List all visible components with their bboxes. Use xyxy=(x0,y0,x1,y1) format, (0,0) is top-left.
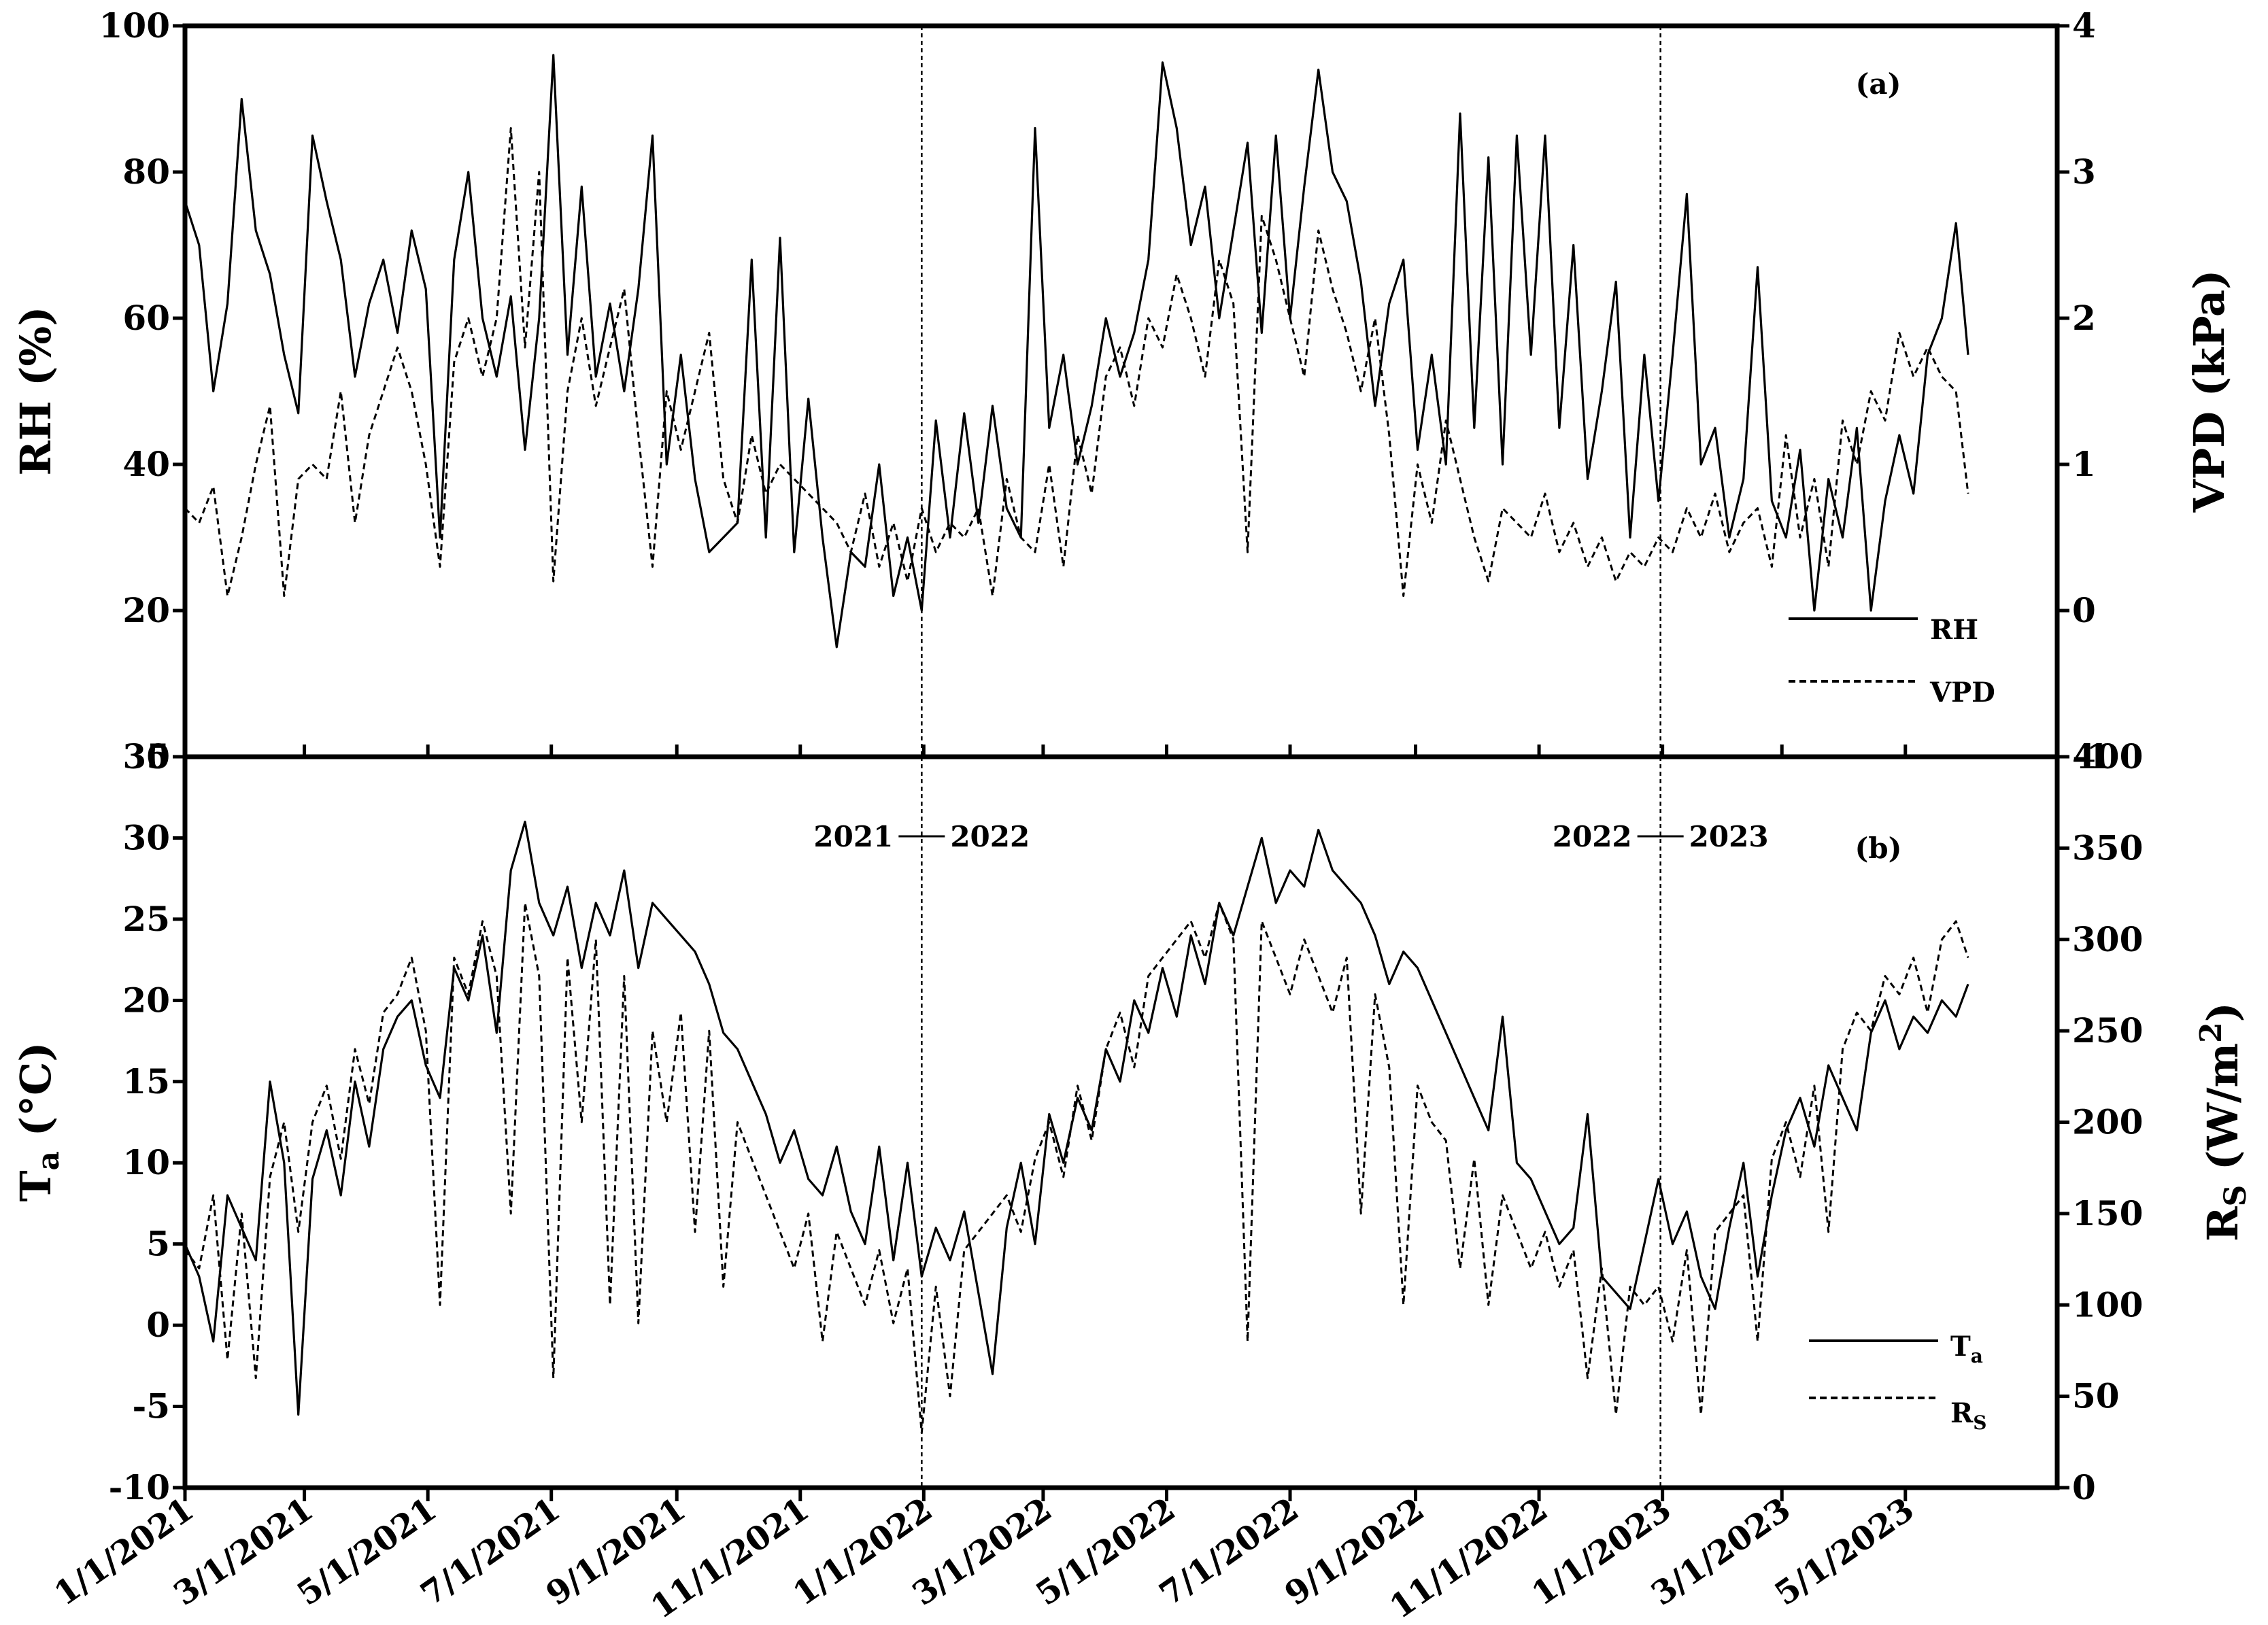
rs-tick-label: 200 xyxy=(2072,1102,2143,1142)
vpd-tick-label: 4 xyxy=(2072,5,2096,46)
panel-b-left-ticks: -10 -5 0 5 10 15 20 25 30 35 xyxy=(109,736,185,1507)
series-line-rs xyxy=(184,902,1969,1434)
year-annotation-left: 2022 xyxy=(1553,820,1632,853)
legend-ta-label: Ta xyxy=(1950,1331,1983,1367)
ta-tick-label: 30 xyxy=(122,817,170,857)
panel-a-year-dividers xyxy=(921,26,1661,757)
year-annotation-right: 2022 xyxy=(950,820,1030,853)
vpd-tick-label: 2 xyxy=(2072,298,2096,338)
ta-tick-label: 20 xyxy=(122,980,170,1020)
series-line-rh xyxy=(184,54,1969,649)
rs-tick-label: 250 xyxy=(2072,1010,2143,1050)
panel-a-left-ticks: 0 20 40 60 80 100 xyxy=(99,5,185,776)
rh-tick-label: 80 xyxy=(122,152,170,192)
year-annotation-left: 2021 xyxy=(813,820,893,853)
panel-a-right-ticks: -1 0 1 2 3 4 xyxy=(2057,5,2110,776)
ta-tick-label: 0 xyxy=(146,1305,170,1345)
panel-a-series xyxy=(184,54,1969,649)
rh-tick-label: 0 xyxy=(146,736,170,776)
panel-a-label: (a) xyxy=(1856,67,1901,101)
series-line-vpd xyxy=(184,127,1969,597)
year-annotation-right: 2023 xyxy=(1689,820,1769,853)
ta-tick-label: 10 xyxy=(122,1142,170,1182)
ta-axis-label: Ta (°C) xyxy=(11,1042,66,1201)
rs-tick-label: 350 xyxy=(2072,827,2143,868)
ta-tick-label: 5 xyxy=(146,1224,170,1264)
vpd-tick-label: 1 xyxy=(2072,444,2096,484)
ta-tick-label: 15 xyxy=(122,1061,170,1101)
panel-a-legend: RH VPD xyxy=(1789,614,1995,708)
rh-tick-label: 100 xyxy=(99,5,170,46)
ta-tick-label: 35 xyxy=(122,736,170,776)
rs-tick-label: 50 xyxy=(2072,1376,2120,1416)
panel-b-label: (b) xyxy=(1855,832,1901,865)
rs-tick-label: 100 xyxy=(2072,1284,2143,1324)
rs-tick-label: 0 xyxy=(2072,1467,2096,1507)
legend-vpd-label: VPD xyxy=(1929,677,1995,708)
panel-b-year-dividers xyxy=(921,757,1661,1488)
vpd-axis-label: VPD (kPa) xyxy=(2184,270,2234,513)
panel-b-series xyxy=(184,820,1969,1434)
rh-axis-label: RH (%) xyxy=(11,306,61,475)
legend-rh-label: RH xyxy=(1930,614,1978,646)
vpd-tick-label: -1 xyxy=(2072,736,2110,776)
panel-b-right-ticks: 0 50 100 150 200 250 300 350 400 xyxy=(2057,736,2143,1507)
series-line-ta xyxy=(184,820,1969,1416)
vpd-tick-label: 3 xyxy=(2072,152,2096,192)
rh-tick-label: 40 xyxy=(122,444,170,484)
ta-tick-label: 25 xyxy=(122,899,170,939)
rh-tick-label: 60 xyxy=(122,298,170,338)
rh-tick-label: 20 xyxy=(122,590,170,630)
ta-tick-label: -10 xyxy=(109,1467,170,1507)
rs-tick-label: 400 xyxy=(2072,736,2143,776)
year-annotations: 2021 2022 2022 2023 xyxy=(813,820,1768,853)
rs-tick-label: 150 xyxy=(2072,1193,2143,1233)
rs-tick-label: 300 xyxy=(2072,919,2143,959)
vpd-tick-label: 0 xyxy=(2072,590,2096,630)
ta-tick-label: -5 xyxy=(132,1386,170,1426)
